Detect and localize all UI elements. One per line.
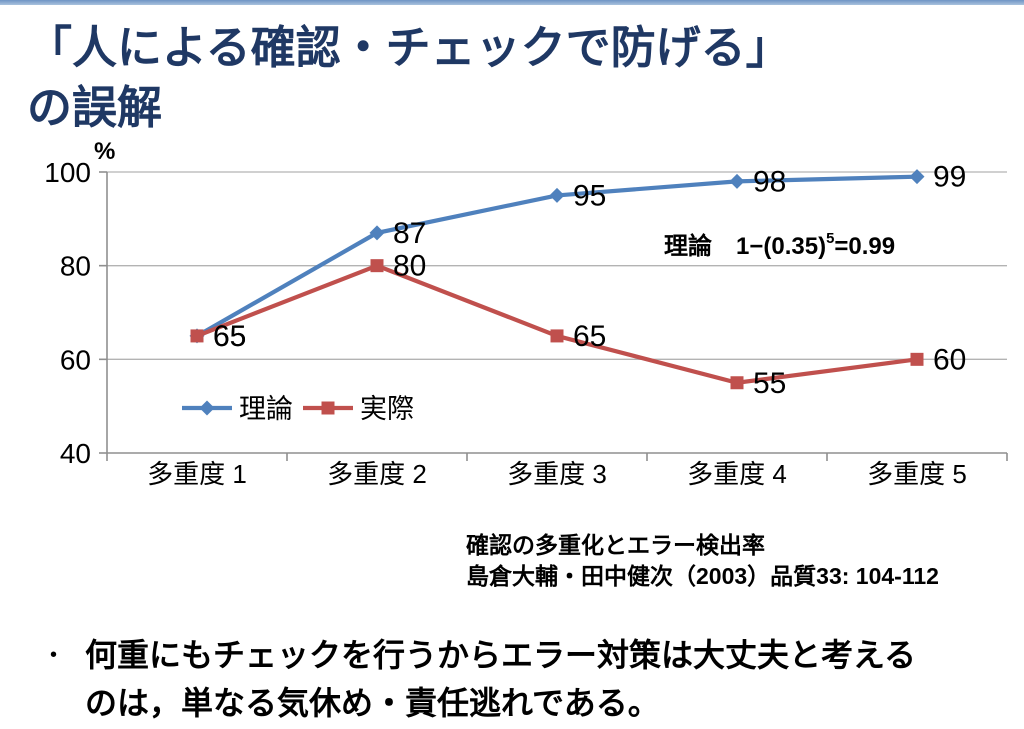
series-marker-理論 — [549, 187, 565, 203]
data-label: 65 — [213, 320, 246, 353]
series-marker-実際 — [190, 329, 204, 343]
data-label: 95 — [573, 179, 606, 212]
legend-label: 理論 — [239, 394, 293, 424]
legend-label: 実際 — [360, 394, 414, 424]
x-tick-label: 多重度 2 — [327, 459, 427, 489]
data-label: 55 — [753, 367, 786, 400]
data-label: 65 — [573, 320, 606, 353]
series-line-実際 — [194, 263, 920, 385]
slide-title-line1: 「人による確認・チェックで防げる」 — [27, 22, 791, 73]
error-detection-line-chart: 40 60 80 100% 多重度 1 多重度 2 多重度 3 多重度 4 多重度 5 65 87 9… — [44, 138, 1008, 489]
series-marker-理論 — [729, 173, 745, 189]
chart-area: 40 60 80 100% 多重度 1 多重度 2 多重度 3 多重度 4 多重度 5 65 87 9… — [0, 138, 1024, 512]
y-tick-label: 80 — [60, 251, 91, 282]
bullet-point: • 何重にもチェックを行うからエラー対策は大丈夫と考えるのは，単なる気休め・責任… — [50, 631, 930, 727]
series-marker-実際 — [370, 259, 384, 273]
data-label: 98 — [753, 165, 786, 198]
data-label: 99 — [933, 161, 966, 194]
y-tick-label: 60 — [60, 344, 91, 375]
x-tick-label: 多重度 3 — [507, 459, 607, 489]
annotation-prefix: 理論 1−(0.35) — [664, 233, 827, 260]
chart-caption: 確認の多重化とエラー検出率 島倉大輔・田中健次（2003）品質33: 104-1… — [466, 530, 939, 592]
series-marker-実際 — [730, 376, 744, 390]
legend-key-marker — [199, 400, 215, 416]
bullet-text: 何重にもチェックを行うからエラー対策は大丈夫と考えるのは，単なる気休め・責任逃れ… — [85, 637, 917, 721]
y-axis-unit-label: % — [94, 140, 115, 165]
x-tick-label: 多重度 1 — [147, 459, 247, 489]
data-label: 87 — [393, 217, 426, 250]
slide-title: 「人による確認・チェックで防げる」 の誤解 — [27, 18, 791, 138]
data-label: 65 — [213, 320, 246, 353]
annotation-suffix: =0.99 — [834, 233, 896, 260]
bullet-marker: • — [50, 644, 58, 666]
series-marker-実際 — [550, 329, 564, 343]
chart-caption-title: 確認の多重化とエラー検出率 — [466, 532, 765, 558]
chart-annotation: 理論 1−(0.35)5=0.99 — [664, 226, 895, 261]
legend-key-marker — [321, 401, 335, 415]
y-tick-label: 100 — [44, 157, 91, 188]
data-label: 60 — [933, 343, 966, 376]
x-tick-label: 多重度 5 — [867, 459, 967, 489]
annotation-superscript: 5 — [826, 230, 835, 247]
series-marker-実際 — [910, 352, 924, 366]
slide-accent-bar — [0, 0, 1024, 5]
series-marker-理論 — [909, 169, 925, 185]
y-tick-label: 40 — [60, 438, 91, 469]
chart-caption-citation: 島倉大輔・田中健次（2003）品質33: 104-112 — [466, 563, 939, 589]
data-label: 80 — [393, 250, 426, 283]
slide-title-line2: の誤解 — [27, 82, 163, 133]
x-tick-label: 多重度 4 — [687, 459, 787, 489]
series-marker-理論 — [369, 225, 385, 241]
